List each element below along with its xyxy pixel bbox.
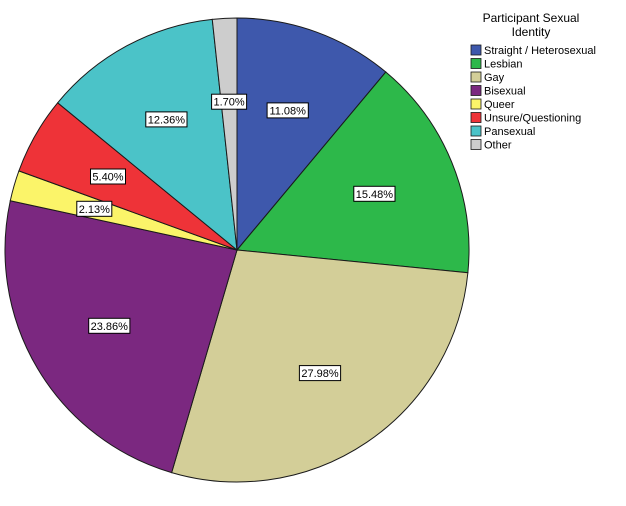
data-label-pansexual: 12.36% [145, 111, 188, 128]
legend-swatch [470, 98, 482, 110]
legend-item-queer: Queer [470, 98, 515, 111]
data-label-box [90, 168, 126, 185]
legend-item-other: Other [470, 139, 512, 152]
data-label-text: 15.48% [356, 189, 394, 201]
data-label-box [211, 93, 248, 110]
legend-item-gay: Gay [470, 71, 505, 84]
pie-slice-straight-heterosexual [236, 17, 387, 252]
legend-item-pansexual: Pansexual [470, 125, 535, 138]
legend-item-straight-heterosexual: Straight / Heterosexual [470, 44, 596, 57]
legend: Participant Sexual Identity Straight / H… [470, 11, 596, 152]
legend-swatch [470, 44, 482, 56]
legend-title-line-1: Participant Sexual [483, 11, 580, 25]
legend-item-lesbian: Lesbian [470, 58, 523, 71]
pie-slice-lesbian [236, 71, 470, 274]
legend-item-bisexual: Bisexual [470, 85, 526, 98]
data-label-box [298, 365, 342, 382]
pie-slices [4, 17, 470, 483]
legend-label: Straight / Heterosexual [484, 45, 596, 57]
legend-swatch [470, 58, 482, 69]
pie-data-labels: 11.08% 15.48% 27.98% 23.86% 2.13% 5.40% 12.36%… [76, 93, 396, 382]
legend-label: Other [484, 140, 512, 152]
data-label-box [266, 102, 309, 119]
legend-item-unsure-questioning: Unsure/Questioning [470, 112, 581, 125]
data-label-gay: 27.98% [298, 365, 342, 382]
data-label-box [353, 185, 396, 202]
legend-swatch [470, 139, 482, 150]
legend-label: Lesbian [484, 59, 523, 71]
legend-title-line-2: Identity [512, 25, 551, 39]
data-label-text: 1.70% [213, 97, 244, 109]
data-label-text: 12.36% [148, 114, 186, 126]
data-label-text: 2.13% [79, 204, 110, 216]
data-label-bisexual: 23.86% [88, 317, 131, 334]
legend-label: Pansexual [484, 126, 535, 138]
legend-label: Gay [484, 72, 505, 84]
data-label-text: 11.08% [269, 105, 306, 117]
legend-label: Unsure/Questioning [484, 113, 581, 125]
data-label-other: 1.70% [211, 93, 248, 110]
legend-swatch [470, 71, 482, 83]
legend-swatch [470, 125, 482, 137]
legend-label: Bisexual [484, 86, 526, 98]
data-label-unsure-questioning: 5.40% [90, 168, 126, 185]
data-label-lesbian: 15.48% [353, 185, 396, 202]
data-label-text: 23.86% [91, 321, 129, 333]
data-label-queer: 2.13% [76, 200, 113, 217]
pie-slice-pansexual [56, 18, 238, 252]
legend-label: Queer [484, 99, 515, 111]
pie-slice-other [211, 17, 238, 251]
data-label-text: 27.98% [301, 368, 339, 380]
legend-swatch [470, 85, 482, 96]
data-label-box [88, 317, 131, 334]
data-label-box [76, 200, 113, 217]
legend-swatch [470, 112, 482, 123]
data-label-straight-heterosexual: 11.08% [266, 102, 309, 119]
data-label-box [145, 111, 188, 128]
pie-slice-bisexual [4, 200, 238, 474]
data-label-text: 5.40% [92, 172, 123, 184]
